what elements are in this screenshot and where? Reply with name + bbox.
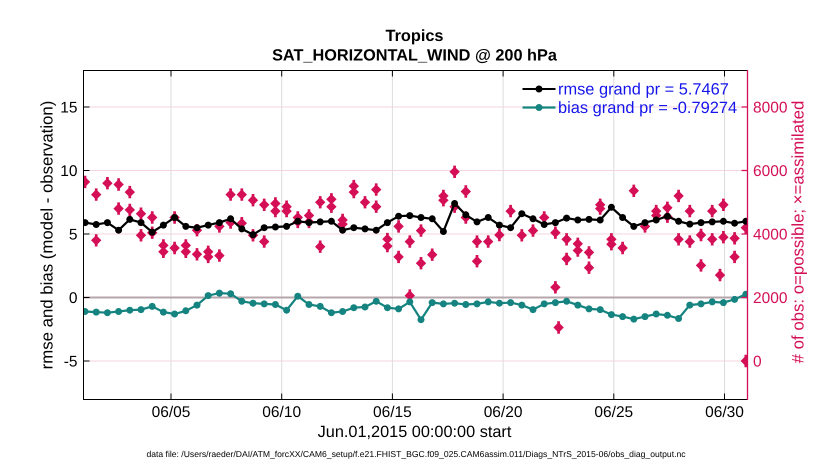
svg-text:06/20: 06/20 [484, 404, 523, 421]
svg-text:4000: 4000 [753, 227, 788, 244]
svg-text:Jun.01,2015 00:00:00 start: Jun.01,2015 00:00:00 start [318, 423, 512, 441]
svg-text:06/05: 06/05 [152, 404, 191, 421]
svg-text:rmse grand pr = 5.7467: rmse grand pr = 5.7467 [558, 81, 729, 99]
svg-text:data file: /Users/raeder/DAI/A: data file: /Users/raeder/DAI/ATM_forcXX/… [146, 449, 686, 459]
svg-text:15: 15 [60, 100, 77, 117]
svg-text:rmse and bias (model - observa: rmse and bias (model - observation) [38, 101, 57, 370]
svg-text:6000: 6000 [753, 163, 788, 180]
svg-text:5: 5 [69, 227, 78, 244]
svg-text:06/10: 06/10 [262, 404, 301, 421]
svg-text:SAT_HORIZONTAL_WIND @ 200 hPa: SAT_HORIZONTAL_WIND @ 200 hPa [272, 47, 558, 65]
svg-text:0: 0 [753, 354, 762, 371]
svg-text:2000: 2000 [753, 290, 788, 307]
svg-text:06/30: 06/30 [705, 404, 744, 421]
svg-text:bias grand pr = -0.79274: bias grand pr = -0.79274 [558, 99, 737, 117]
svg-text:10: 10 [60, 163, 78, 180]
svg-text:8000: 8000 [753, 100, 788, 117]
svg-text:-5: -5 [64, 354, 78, 371]
svg-text:06/25: 06/25 [594, 404, 633, 421]
svg-text:0: 0 [69, 290, 78, 307]
svg-text:06/15: 06/15 [373, 404, 412, 421]
svg-text:Tropics: Tropics [386, 27, 444, 45]
svg-text:# of obs: o=possible; ×=assimi: # of obs: o=possible; ×=assimilated [789, 101, 808, 364]
